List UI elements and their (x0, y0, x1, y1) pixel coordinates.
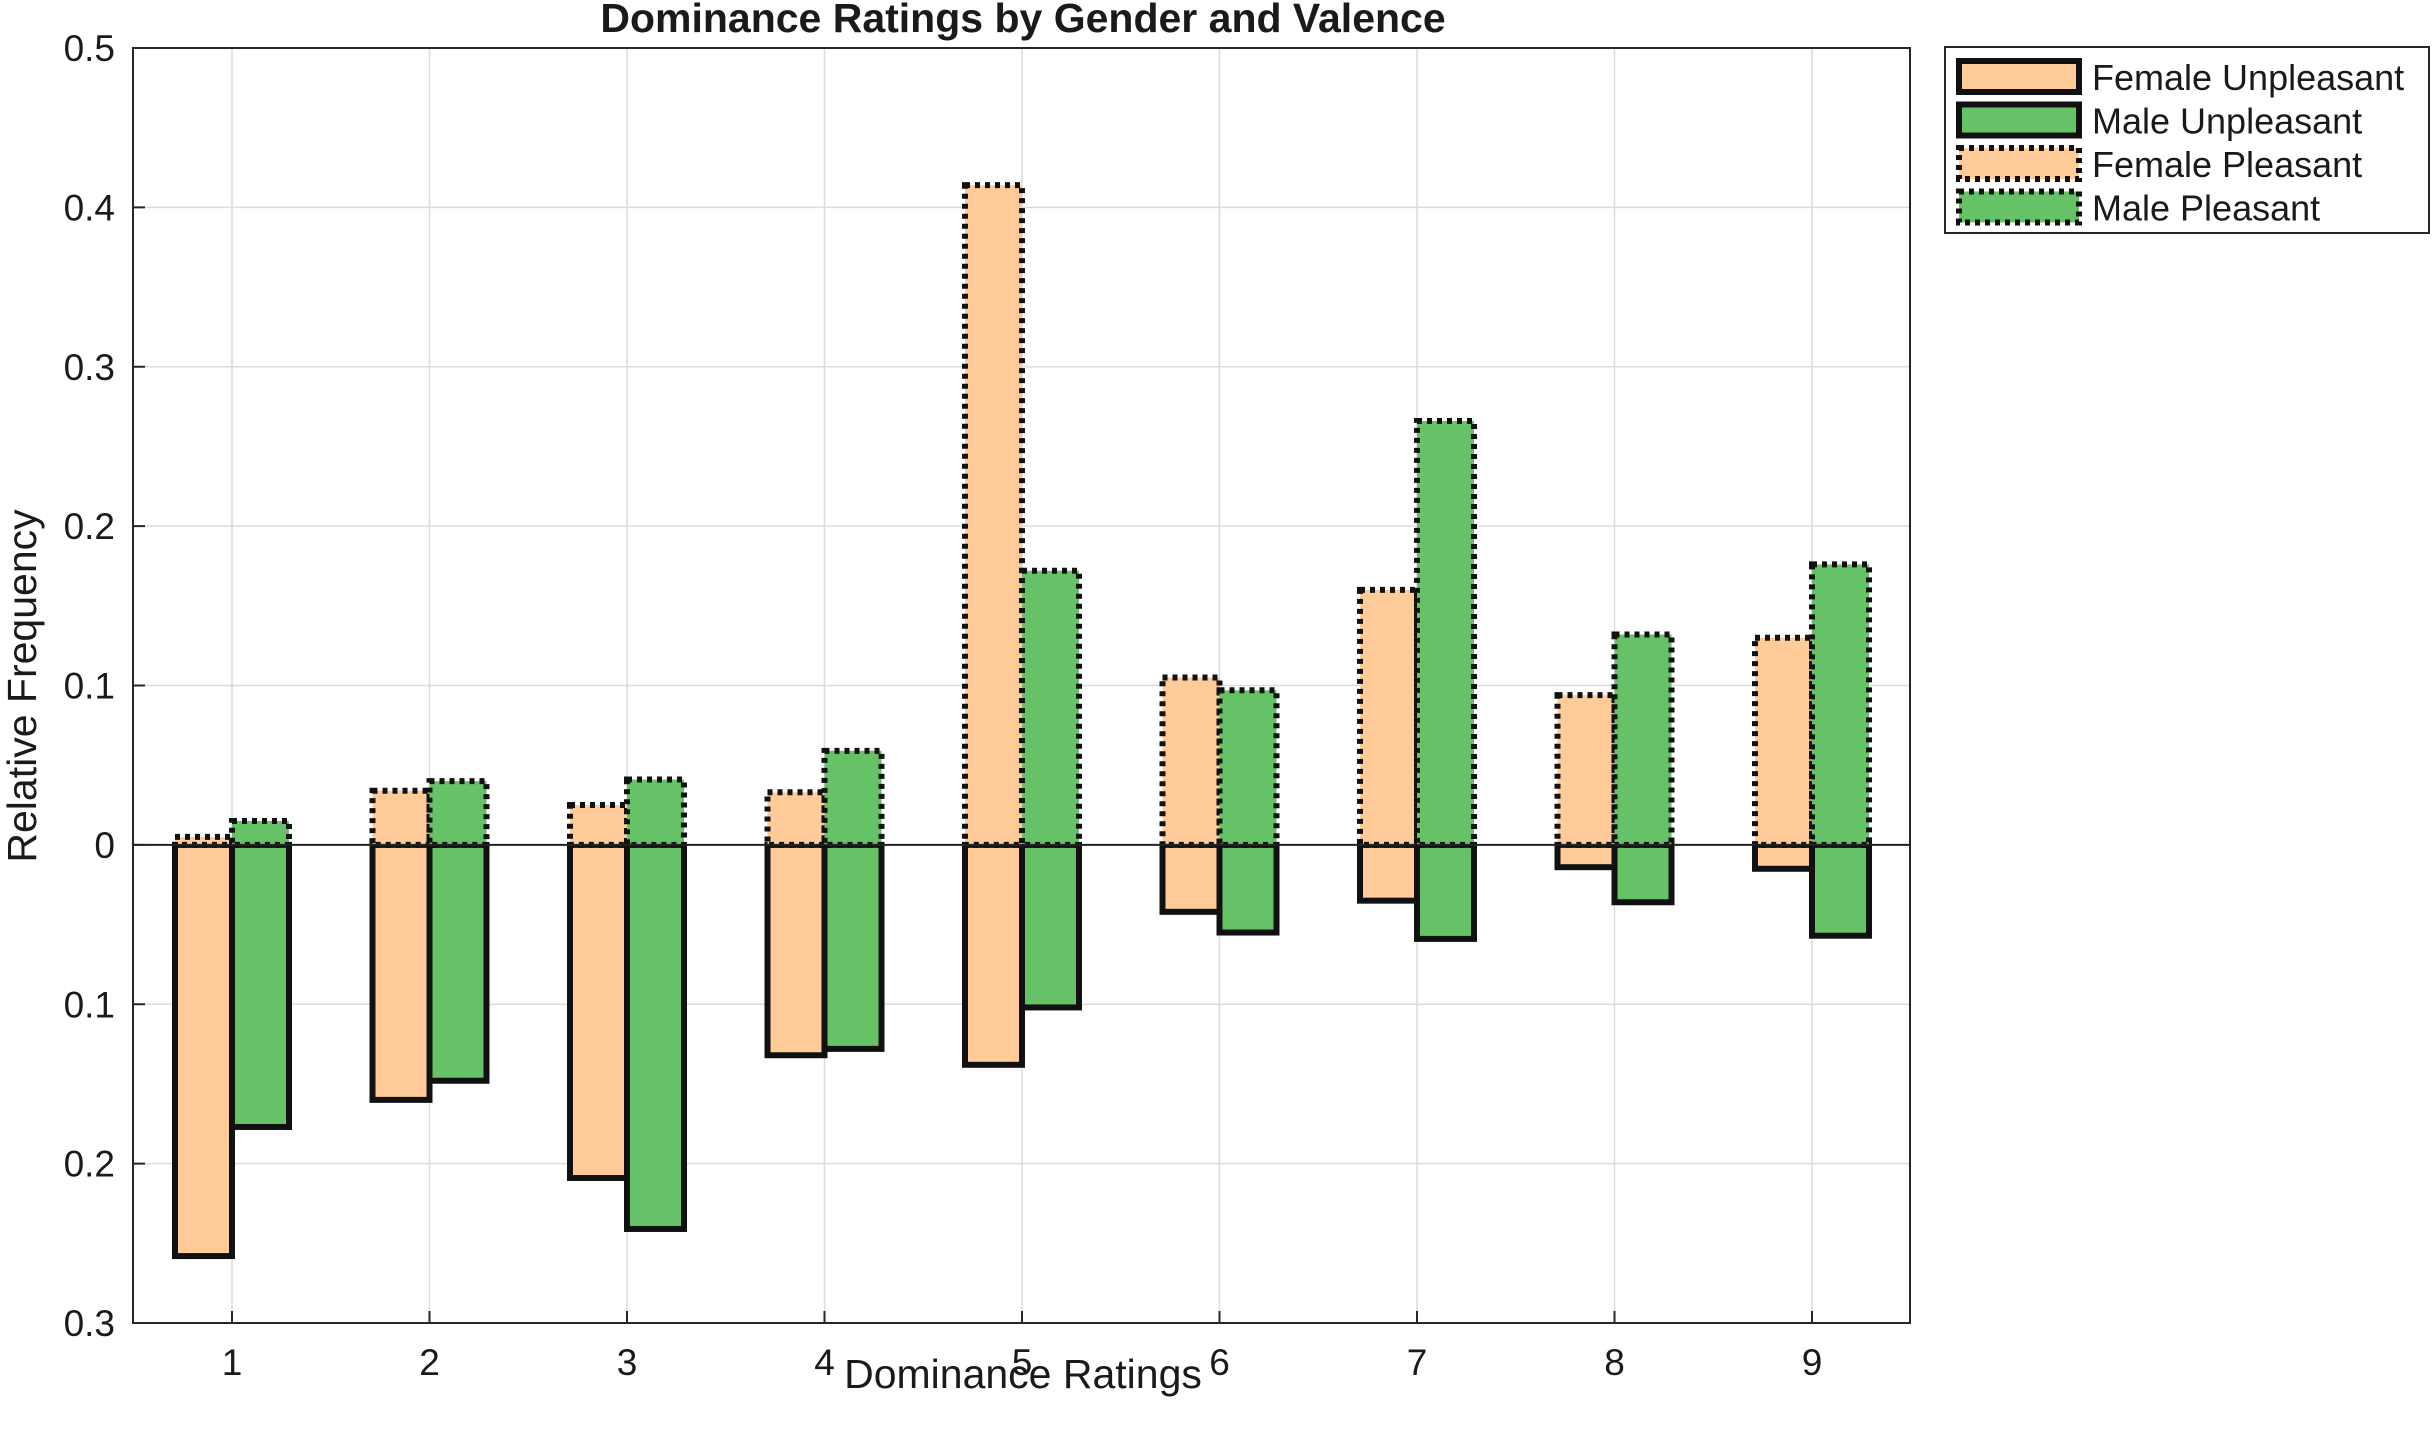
bar-male-unpleasant (229, 841, 292, 1130)
bar-female-pleasant (172, 833, 235, 848)
y-tick-label: 0.2 (64, 506, 115, 547)
x-tick-label: 5 (1012, 1342, 1033, 1383)
legend-swatch (1956, 101, 2082, 139)
bar-male-pleasant (1019, 567, 1082, 848)
y-tick-label: 0.3 (64, 347, 115, 388)
bar-male-unpleasant (1611, 841, 1675, 906)
bar-male-unpleasant (426, 841, 490, 1084)
bar-female-unpleasant (764, 841, 828, 1059)
y-tick-label: 0.1 (64, 666, 115, 707)
bar-male-pleasant (1809, 561, 1872, 848)
x-tick-label: 4 (814, 1342, 835, 1383)
bar-female-pleasant (1357, 586, 1420, 848)
bar-male-unpleasant (1216, 841, 1280, 936)
x-tick-label: 2 (419, 1342, 440, 1383)
x-tick-label: 3 (617, 1342, 638, 1383)
bar-male-pleasant (426, 778, 490, 848)
bar-female-pleasant (1159, 674, 1223, 848)
bar-female-unpleasant (172, 841, 235, 1260)
bar-female-pleasant (764, 789, 828, 848)
legend-label: Male Pleasant (2092, 188, 2320, 229)
y-tick-label: 0.4 (64, 187, 115, 228)
legend-label: Male Unpleasant (2092, 101, 2362, 142)
x-axis-label: Dominance Ratings (844, 1351, 1202, 1397)
bar-male-unpleasant (1019, 841, 1082, 1011)
bar-male-unpleasant (821, 841, 885, 1052)
legend-swatch (1956, 58, 2082, 95)
legend-swatch (1956, 188, 2082, 226)
bar-male-pleasant (821, 747, 885, 848)
bar-male-unpleasant (1809, 841, 1872, 939)
bar-male-pleasant (229, 817, 292, 848)
bar-female-unpleasant (369, 841, 433, 1103)
bar-male-unpleasant (624, 841, 687, 1232)
y-tick-label: 0.3 (64, 1303, 115, 1344)
x-tick-label: 8 (1604, 1342, 1625, 1383)
y-axis-ticks: 0.5 0.4 0.3 0.2 0.1 0 0.1 0.2 0.3 (64, 28, 145, 1344)
x-tick-label: 9 (1802, 1342, 1823, 1383)
bars (172, 182, 1872, 1260)
bar-female-pleasant (962, 182, 1025, 848)
legend-label: Female Pleasant (2092, 144, 2362, 185)
y-tick-label: 0.2 (64, 1144, 115, 1185)
bar-female-pleasant (1554, 692, 1618, 848)
bar-female-unpleasant (1159, 841, 1223, 915)
y-axis-label: Relative Frequency (0, 509, 45, 863)
bar-male-pleasant (624, 776, 687, 848)
bar-female-pleasant (1752, 634, 1815, 848)
legend-label: Female Unpleasant (2092, 57, 2404, 98)
y-tick-label: 0.5 (64, 28, 115, 69)
bar-female-unpleasant (1357, 841, 1420, 904)
bar-female-unpleasant (1752, 841, 1815, 872)
bar-male-unpleasant (1414, 841, 1477, 942)
chart-title: Dominance Ratings by Gender and Valence (600, 0, 1445, 41)
x-tick-label: 7 (1407, 1342, 1428, 1383)
legend-swatch (1956, 145, 2082, 182)
y-tick-label: 0 (94, 825, 115, 866)
y-tick-label: 0.1 (64, 984, 115, 1025)
bar-female-unpleasant (962, 841, 1025, 1068)
bar-female-pleasant (369, 787, 433, 848)
bar-male-pleasant (1414, 417, 1477, 848)
bar-male-pleasant (1216, 687, 1280, 848)
x-axis-ticks: 1 2 3 4 5 6 7 8 9 (222, 1311, 1823, 1383)
bar-female-unpleasant (567, 841, 630, 1181)
bar-male-pleasant (1611, 631, 1675, 848)
x-tick-label: 6 (1209, 1342, 1230, 1383)
bar-female-pleasant (567, 802, 630, 848)
x-tick-label: 1 (222, 1342, 243, 1383)
bar-female-unpleasant (1554, 841, 1618, 871)
